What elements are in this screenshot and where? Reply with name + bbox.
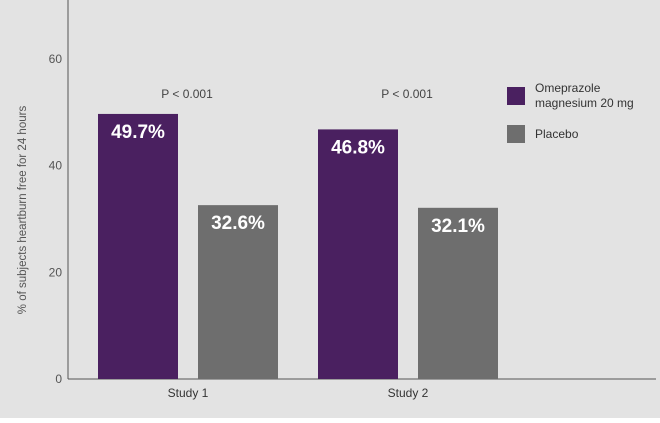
x-category-label: Study 2 [388, 386, 429, 400]
y-tick-label: 60 [49, 52, 63, 66]
legend-swatch-omeprazole [507, 87, 525, 105]
data-label: 46.8% [331, 137, 385, 158]
data-label: 49.7% [111, 122, 165, 143]
p-value-annotation: P < 0.001 [161, 87, 213, 101]
p-value-annotation: P < 0.001 [381, 87, 433, 101]
legend-label: Placebo [535, 127, 579, 141]
legend-swatch-placebo [507, 125, 525, 143]
bar-placebo-2 [418, 207, 498, 379]
legend-label: Omeprazole [535, 81, 601, 95]
bar-omeprazole-2 [318, 129, 398, 379]
data-label: 32.6% [211, 213, 265, 234]
bars: 49.7% 32.6% 46.8% 32.1% [98, 113, 498, 379]
data-label: 32.1% [431, 216, 485, 237]
y-tick-label: 0 [55, 372, 62, 386]
x-categories: Study 1 Study 2 [168, 386, 429, 400]
annotations: P < 0.001 P < 0.001 [161, 87, 433, 101]
y-axis-label: % of subjects heartburn free for 24 hour… [17, 106, 29, 315]
legend-label: magnesium 20 mg [535, 96, 634, 110]
bar-omeprazole-1 [98, 113, 178, 379]
x-category-label: Study 1 [168, 386, 209, 400]
y-ticks: 0 20 40 60 [49, 52, 63, 386]
bar-placebo-1 [198, 205, 278, 379]
y-tick-label: 40 [49, 159, 63, 173]
y-tick-label: 20 [49, 265, 63, 279]
